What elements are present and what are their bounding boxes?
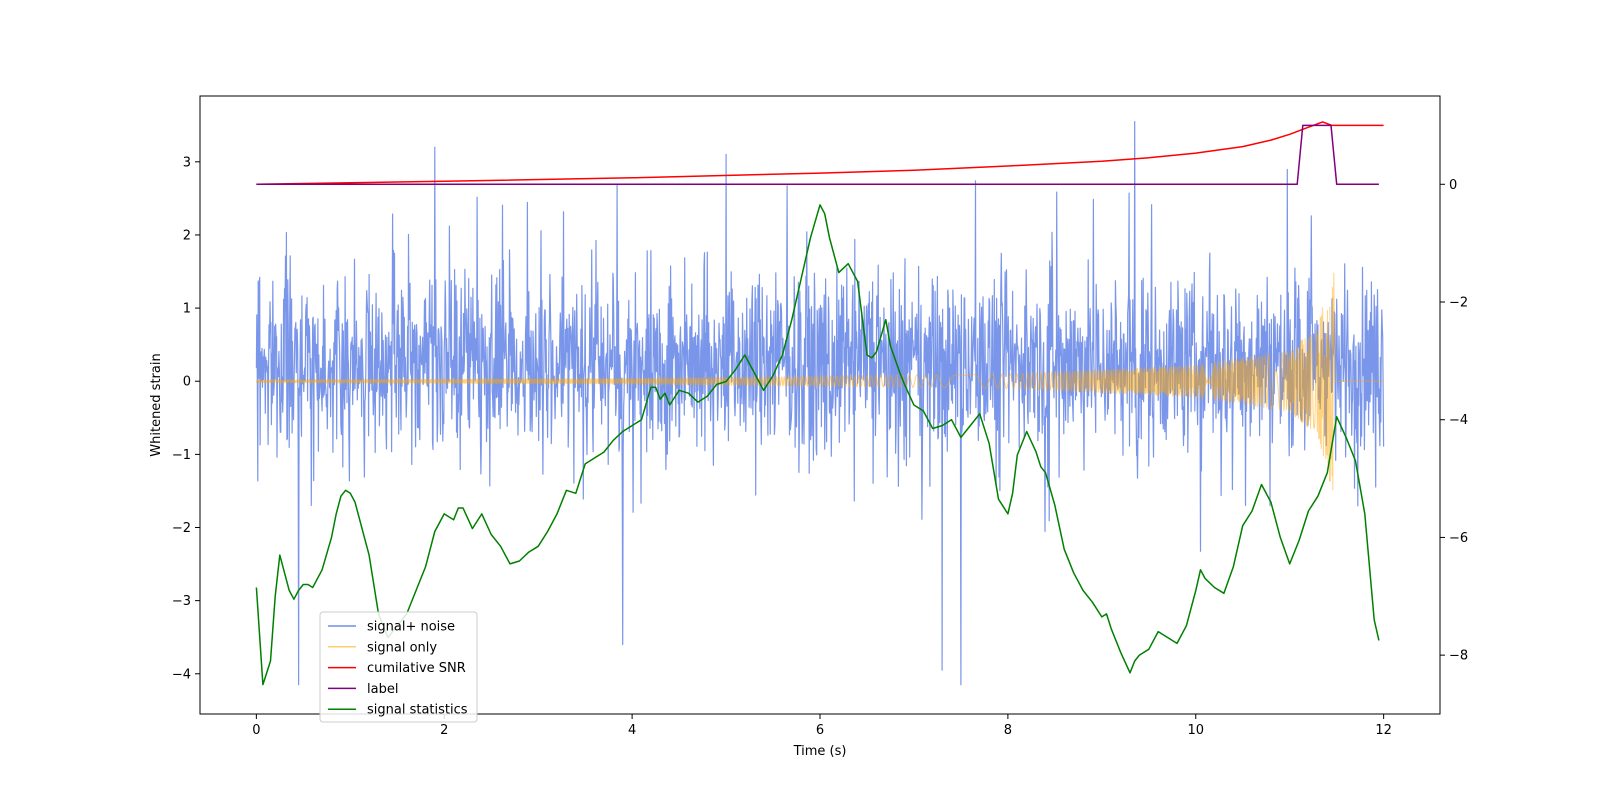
legend-label: cumilative SNR (367, 661, 466, 676)
legend-frame (319, 611, 478, 723)
x-tick-label: 0 (252, 723, 260, 738)
legend: signal+ noise signal only cumilative SNR la… (319, 611, 478, 723)
series-signal-only (255, 272, 1384, 491)
x-tick-label: 8 (1004, 723, 1012, 738)
series-signal-plus-noise (255, 121, 1385, 686)
x-tick-label: 12 (1375, 723, 1392, 738)
x-tick-label: 2 (440, 723, 448, 738)
y-axis-right: −8 −6 −4 −2 0 (1440, 178, 1468, 664)
y-left-tick-label: 2 (183, 228, 191, 243)
x-tick-label: 4 (628, 723, 636, 738)
x-tick-label: 6 (816, 723, 824, 738)
y-axis-left: −4 −3 −2 −1 0 1 2 3 (172, 155, 200, 682)
y-left-tick-label: −2 (172, 521, 191, 536)
x-axis-label: Time (s) (793, 744, 847, 759)
legend-label: label (367, 682, 398, 697)
plot-area (255, 121, 1385, 686)
y-axis-label: Whitened strain (149, 353, 164, 456)
x-tick-label: 10 (1187, 723, 1204, 738)
y-left-tick-label: −4 (172, 667, 191, 682)
legend-label: signal+ noise (367, 620, 455, 635)
y-left-tick-label: 0 (183, 375, 191, 390)
y-right-tick-label: −6 (1449, 531, 1468, 546)
y-left-tick-label: 1 (183, 302, 191, 317)
series-label (256, 124, 1379, 186)
y-right-tick-label: −2 (1449, 296, 1468, 311)
legend-label: signal only (367, 640, 437, 655)
series-cumulative-snr (256, 121, 1384, 186)
y-left-tick-label: 3 (183, 155, 191, 170)
y-left-tick-label: −3 (172, 594, 191, 609)
legend-label: signal statistics (367, 703, 468, 718)
y-left-tick-label: −1 (172, 448, 191, 463)
y-right-tick-label: −4 (1449, 413, 1468, 428)
y-right-tick-label: 0 (1449, 178, 1457, 193)
y-right-tick-label: −8 (1449, 649, 1468, 664)
